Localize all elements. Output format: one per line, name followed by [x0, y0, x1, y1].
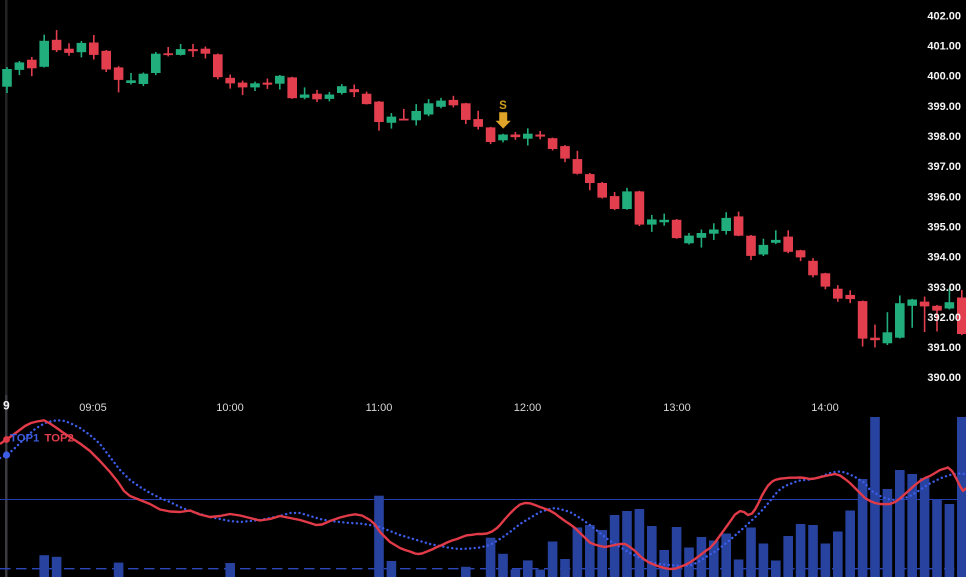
svg-text:393.00: 393.00	[927, 282, 961, 294]
svg-text:12:00: 12:00	[514, 402, 542, 414]
svg-text:401.00: 401.00	[927, 41, 961, 53]
svg-text:11:00: 11:00	[366, 402, 393, 414]
svg-text:396.00: 396.00	[927, 191, 961, 203]
svg-text:400.00: 400.00	[927, 71, 961, 83]
svg-text:394.00: 394.00	[927, 252, 961, 264]
svg-text:399.00: 399.00	[927, 101, 961, 113]
svg-text:13:00: 13:00	[663, 402, 691, 414]
svg-text:392.00: 392.00	[927, 312, 961, 324]
svg-text:398.00: 398.00	[927, 131, 961, 143]
svg-text:390.00: 390.00	[927, 372, 961, 384]
svg-text:9: 9	[3, 399, 10, 413]
svg-text:391.00: 391.00	[927, 342, 961, 354]
svg-text:TOP1: TOP1	[10, 433, 39, 445]
svg-text:TOP2: TOP2	[45, 433, 74, 445]
svg-text:402.00: 402.00	[927, 10, 961, 22]
svg-text:10:00: 10:00	[216, 402, 244, 414]
svg-text:S: S	[499, 100, 507, 112]
svg-text:14:00: 14:00	[811, 402, 839, 414]
svg-text:395.00: 395.00	[927, 221, 961, 233]
svg-text:397.00: 397.00	[927, 161, 961, 173]
svg-text:09:05: 09:05	[79, 402, 107, 414]
